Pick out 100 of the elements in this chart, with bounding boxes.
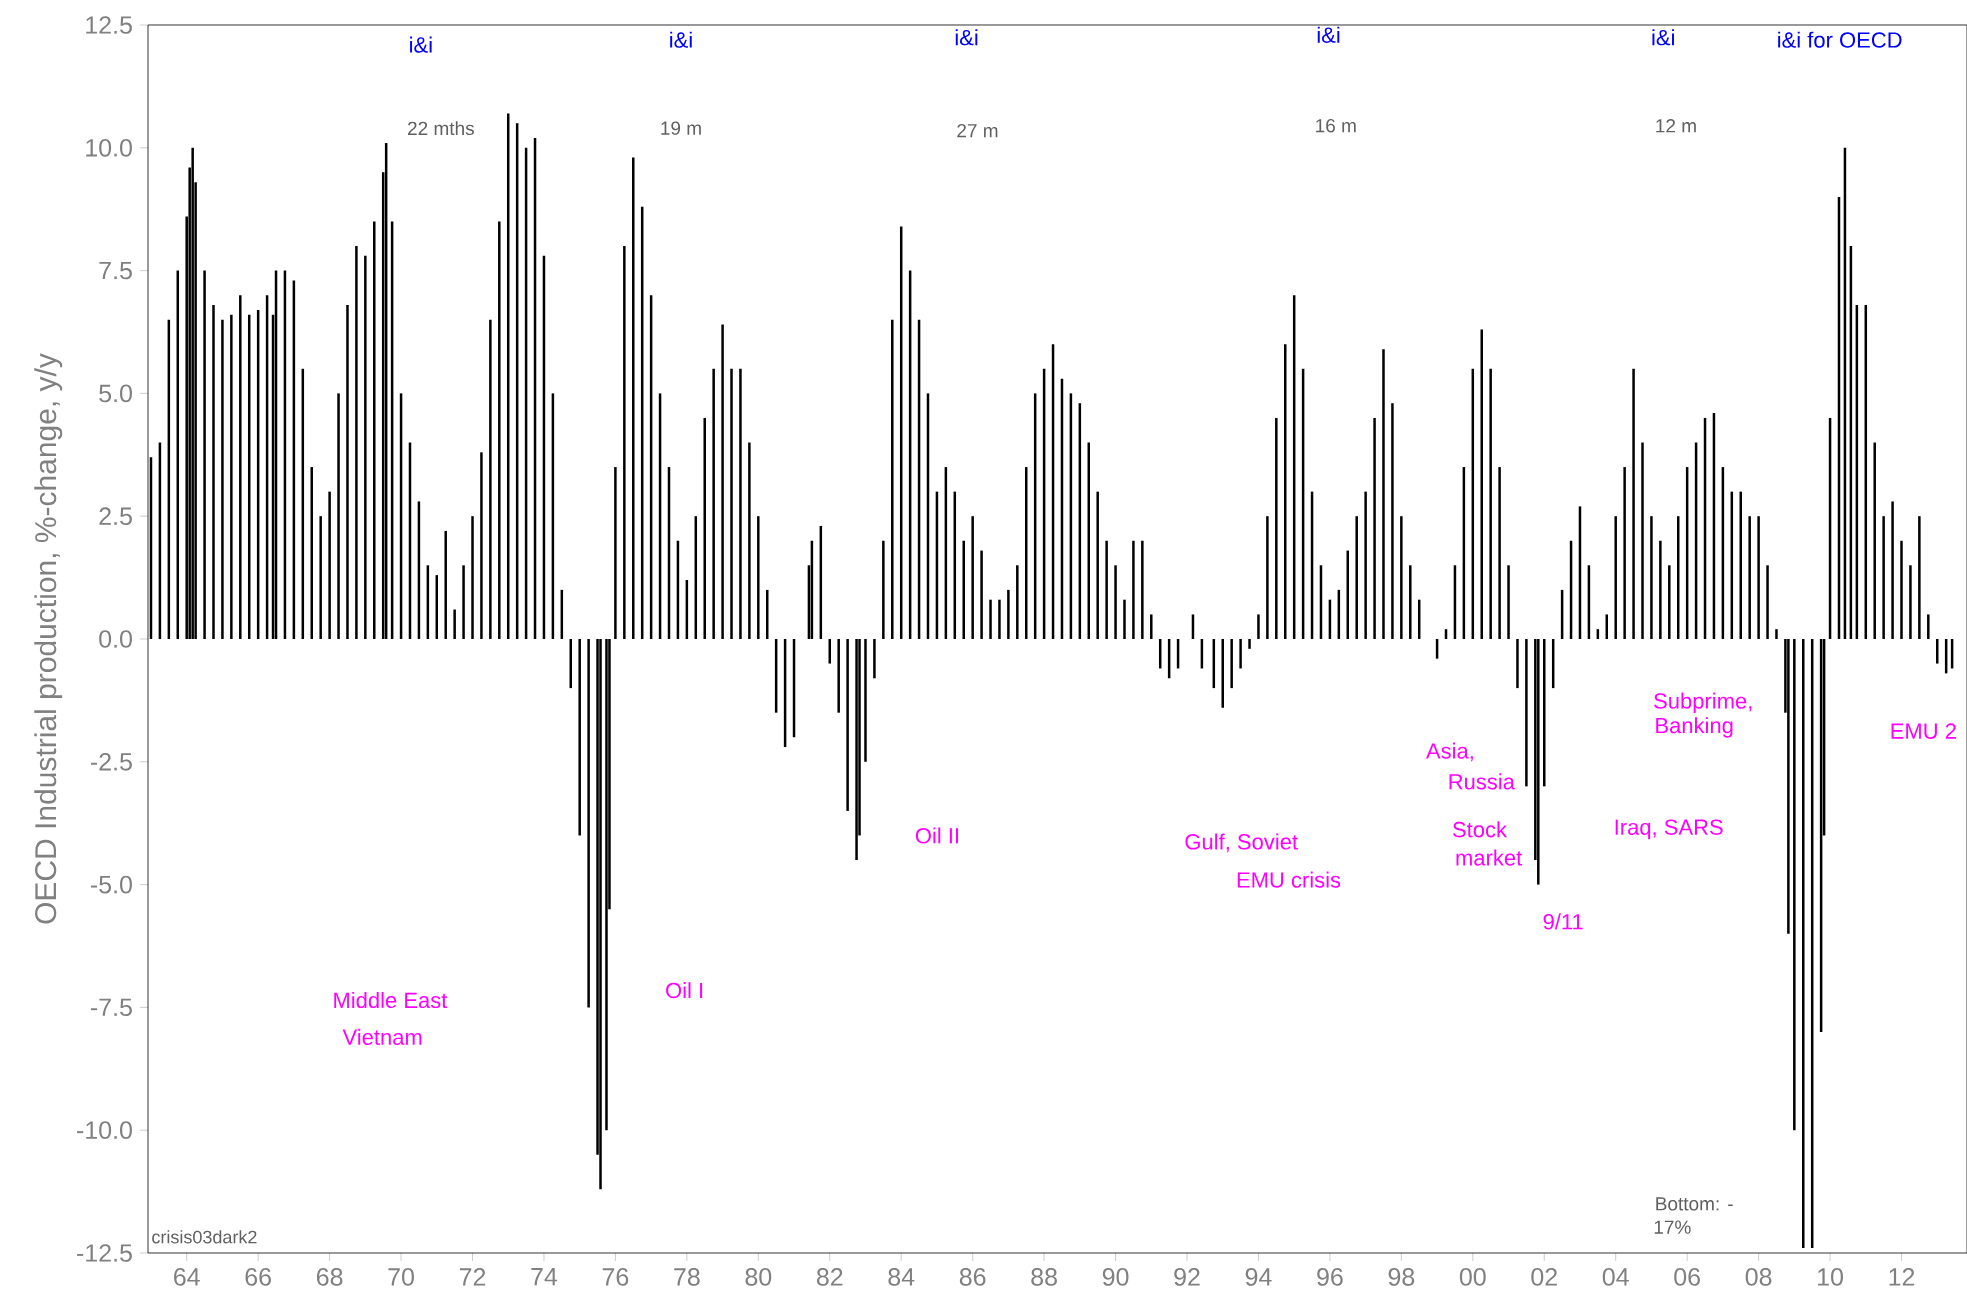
- bar: [1275, 417, 1278, 639]
- bar: [1007, 589, 1010, 639]
- bar: [191, 147, 194, 639]
- bar: [864, 638, 867, 762]
- annotation: 12 m: [1656, 119, 1696, 133]
- bar: [971, 516, 974, 639]
- bar: [1221, 638, 1224, 708]
- bar: [212, 304, 215, 639]
- bar: [373, 221, 376, 639]
- y-tick-label: 2.5: [99, 507, 132, 526]
- annotation: 9/11: [1543, 913, 1583, 930]
- bar: [730, 368, 733, 639]
- bar: [962, 540, 965, 639]
- bar: [1096, 491, 1099, 639]
- x-tick-label: 86: [959, 1268, 986, 1286]
- bar: [703, 417, 706, 639]
- bar: [855, 638, 858, 861]
- bar: [587, 638, 590, 1008]
- annotation: Oil II: [915, 827, 959, 844]
- bar: [1257, 614, 1260, 639]
- bar: [1480, 329, 1483, 639]
- bar: [1766, 565, 1769, 639]
- y-tick-label: -10.0: [77, 1121, 132, 1140]
- bar: [1016, 565, 1019, 639]
- bar: [614, 467, 617, 639]
- annotation: EMU crisis: [1237, 871, 1341, 888]
- bar: [471, 516, 474, 639]
- annotation: i&i: [410, 36, 432, 53]
- bar: [1489, 368, 1492, 639]
- annotation: 19 m: [661, 121, 701, 135]
- x-tick-label: 70: [388, 1268, 414, 1286]
- x-tick-label: 08: [1745, 1268, 1772, 1286]
- x-tick-label: 66: [245, 1268, 271, 1286]
- bar: [346, 304, 349, 639]
- annotation: 22 mths: [408, 121, 474, 136]
- bar: [980, 550, 983, 639]
- y-tick-label: 0.0: [99, 630, 132, 648]
- bar: [364, 255, 367, 639]
- bar: [1123, 599, 1126, 639]
- x-tick-label: 10: [1818, 1268, 1843, 1286]
- bar: [837, 638, 840, 713]
- bar: [1775, 629, 1778, 639]
- bar: [721, 324, 724, 639]
- x-tick-label: 90: [1102, 1268, 1129, 1286]
- bar: [739, 368, 742, 639]
- bar: [1114, 565, 1117, 639]
- annotation: 16 m: [1316, 118, 1356, 133]
- bar: [1507, 565, 1510, 639]
- bar: [757, 516, 760, 639]
- bar: [1873, 442, 1876, 639]
- bar: [1230, 638, 1233, 689]
- bar: [599, 638, 602, 1190]
- bar: [623, 246, 626, 639]
- bar: [1641, 442, 1644, 639]
- y-tick-label: 5.0: [99, 384, 132, 403]
- annotation: crisis03dark2: [152, 1230, 257, 1244]
- bar: [873, 638, 876, 679]
- bar: [203, 270, 206, 639]
- x-tick-label: 96: [1317, 1268, 1343, 1286]
- bar: [310, 467, 313, 639]
- annotation: Subprime,: [1654, 692, 1752, 714]
- x-tick-label: 92: [1174, 1268, 1200, 1286]
- bar: [1882, 516, 1885, 639]
- bar: [453, 609, 456, 639]
- y-tick-label: -5.0: [90, 875, 132, 894]
- bar: [328, 491, 331, 639]
- bar: [1659, 540, 1662, 639]
- y-tick-label: 10.0: [86, 138, 132, 157]
- annotation: market: [1456, 849, 1523, 866]
- bar: [1248, 638, 1251, 649]
- x-tick-label: 00: [1459, 1268, 1486, 1286]
- bar: [489, 319, 492, 639]
- x-tick-label: 88: [1031, 1268, 1057, 1286]
- annotation: Russia: [1449, 773, 1515, 790]
- bar: [230, 314, 233, 639]
- annotation: i&i for OECD: [1778, 31, 1902, 48]
- annotation: Asia,: [1425, 742, 1473, 762]
- bar: [239, 295, 242, 639]
- bar: [1909, 565, 1912, 639]
- annotation: Iraq, SARS: [1615, 819, 1723, 840]
- bar: [1739, 491, 1742, 639]
- bar: [1132, 540, 1135, 639]
- bar: [1614, 516, 1617, 639]
- y-axis-title: OECD Industrial production, %-change, y/y: [34, 353, 63, 924]
- x-tick-label: 80: [745, 1268, 772, 1286]
- bar: [1391, 403, 1394, 639]
- bar: [337, 393, 340, 639]
- annotation: i&i: [1317, 26, 1340, 43]
- bar: [891, 319, 894, 639]
- annotation: i&i: [955, 29, 978, 46]
- bar: [1802, 638, 1805, 1249]
- annotation: Gulf, Soviet: [1185, 833, 1298, 853]
- bar: [1141, 540, 1144, 639]
- bar: [712, 368, 715, 639]
- annotation: Bottom: -: [1656, 1197, 1733, 1211]
- x-tick-label: 12: [1889, 1268, 1915, 1286]
- bar: [1793, 638, 1796, 1131]
- bar: [1927, 614, 1930, 639]
- bar: [998, 599, 1001, 639]
- bar: [1632, 368, 1635, 639]
